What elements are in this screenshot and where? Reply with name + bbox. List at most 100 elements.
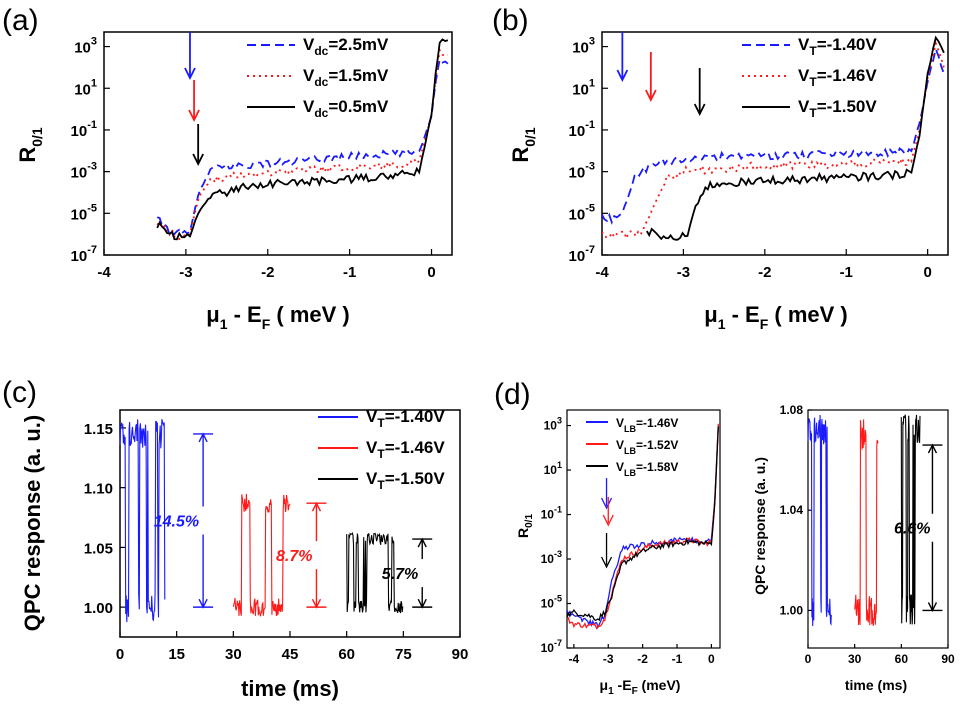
panel-d-ytick-base: 10	[541, 508, 555, 522]
panel-d-ylabel-main: R	[515, 528, 531, 538]
panel-b-xlabel-unit: ( meV )	[768, 302, 847, 327]
panel-d-ytick-label: 10-5	[541, 594, 562, 611]
panel-d-xtick-label: -4	[569, 652, 580, 666]
panel-d-ytick-exp: -5	[554, 594, 562, 604]
panel-a-ytick-base: 10	[71, 165, 88, 182]
panel-b-ytick-exp: -1	[585, 119, 595, 131]
panel-b-xtick-label: 0	[923, 264, 931, 281]
panel-b-series-line-1	[602, 46, 945, 225]
panel-d-ytick-label: 10-3	[541, 549, 562, 566]
panel-d-ylabel-sub: 0/1	[524, 514, 535, 528]
panel-d-ytick-label: 10-1	[541, 505, 562, 522]
panel-e-trace-1	[807, 414, 832, 627]
panel-c-legend-value: =-1.50V	[385, 469, 446, 488]
panel-c-legend-var: V	[366, 469, 378, 488]
panel-d-arrow-head	[600, 497, 613, 510]
panel-a-xlabel-unit: ( meV )	[270, 302, 349, 327]
panel-a-arrow-head	[184, 67, 196, 81]
panel-d-series-line-2	[567, 423, 719, 630]
panel-d-ytick-label: 10-7	[541, 638, 562, 655]
panel-b-legend-value: =-1.50V	[817, 97, 878, 116]
panel-a-legend-sub: dc	[314, 75, 328, 89]
panel-b-legend-value: =-1.46V	[817, 66, 878, 85]
panel-a-ytick-label: 10-5	[71, 202, 97, 223]
panel-c-legend-sub: T	[377, 447, 385, 461]
panel-a-arrow-head	[188, 109, 200, 123]
panel-b-xlabel-sub1: 1	[718, 316, 726, 332]
panel-a-ytick-label: 103	[74, 36, 97, 57]
panel-a-ytick-base: 10	[71, 123, 88, 140]
panel-a-ytick-exp: 3	[91, 36, 97, 48]
panel-a-legend-var: V	[303, 97, 315, 116]
panel-a-series-line-2	[156, 47, 449, 241]
panel-d-ytick-base: 10	[541, 641, 555, 655]
panel-c-ann-down-head	[417, 598, 427, 609]
panel-b-legend-sub: T	[809, 75, 817, 89]
panel-d-legend-var: V	[616, 416, 624, 430]
panel-e-xtick-label: 0	[805, 652, 812, 666]
panel-b-xtick-label: -1	[840, 264, 853, 281]
panel-b-frame	[601, 31, 949, 256]
panel-d-ytick-exp: -7	[554, 638, 562, 648]
panel-b-ylabel-sub: 0/1	[522, 127, 538, 147]
panel-e-xtick-label: 30	[848, 652, 862, 666]
panel-d-legend-var: V	[616, 438, 624, 452]
panel-a-ytick-exp: -3	[87, 161, 97, 173]
panel-e-trace-2	[854, 419, 879, 626]
panel-d-ytick-label: 101	[544, 460, 562, 477]
panel-a-legend-value: =0.5mV	[328, 97, 389, 116]
panel-d-xlabel-mu: μ	[600, 677, 609, 693]
panel-c-legend-sub: T	[377, 416, 385, 430]
panel-a-ylabel-sub: 0/1	[29, 127, 45, 147]
panel-d-legend-label: VLB=-1.46V	[616, 416, 678, 434]
panel-d-ytick-base: 10	[544, 463, 558, 477]
panel-b-xlabel: μ1 - EF ( meV )	[704, 302, 848, 332]
panel-a-series-group	[156, 38, 449, 241]
panel-d-xlabel-ef: -E	[614, 677, 632, 693]
panel-b-ytick-base: 10	[569, 165, 586, 182]
panel-e-ann-up-head	[927, 443, 938, 454]
panel-c-trace-1	[119, 419, 166, 623]
panel-e-ylabel: QPC response (a. u.)	[752, 457, 768, 595]
panel-b-legend-var: V	[798, 97, 810, 116]
panel-a-xlabel-sub2: F	[262, 316, 271, 332]
panel-b-legend-var: V	[798, 66, 810, 85]
panel-b-ytick-label: 101	[572, 77, 595, 98]
panel-b-ytick-exp: 3	[589, 36, 595, 48]
panel-b-series-line-3	[646, 35, 945, 241]
panel-a-xlabel-ef: - E	[228, 302, 262, 327]
panel-c-legend-label: VT=-1.50V	[366, 469, 445, 492]
panel-c-ann-label: 14.5%	[154, 514, 199, 531]
panel-b-ytick-label: 10-7	[569, 244, 595, 265]
panel-b-ytick-base: 10	[569, 248, 586, 265]
panel-a-ytick-base: 10	[71, 248, 88, 265]
panel-c-ann-up-head	[198, 432, 208, 443]
panel-c-chart: 0 15 30 45 60 75 90 1.00 1.05 1.10 1.15 14.5% 8.7% 5.…	[20, 407, 468, 701]
panel-a-ytick-base: 10	[74, 40, 91, 57]
panel-a-xtick-label: -2	[261, 264, 274, 281]
panel-c-ann-down-head	[198, 598, 208, 609]
panel-e-ann-down-head	[927, 602, 938, 612]
panel-d-ytick-exp: -3	[554, 549, 562, 559]
panel-c-legend-value: =-1.40V	[385, 407, 446, 426]
panel-b-arrow-head	[645, 89, 657, 103]
panel-b-ytick-base: 10	[572, 81, 589, 98]
panel-a-xtick-label: 0	[427, 264, 435, 281]
panel-d-xlabel-unit: (meV)	[638, 677, 681, 693]
panel-b-ytick-exp: 1	[589, 77, 595, 89]
panel-c-xtick-label: 30	[225, 646, 242, 663]
panel-a-ylabel: R0/1	[15, 127, 45, 163]
panel-a-series-line-3	[156, 38, 449, 241]
panel-d-ytick-exp: 1	[557, 460, 562, 470]
panel-d-series-group	[567, 423, 719, 630]
panel-a-ytick-exp: -1	[87, 119, 97, 131]
panel-b-ytick-exp: -7	[585, 244, 595, 256]
panel-d-arrow-head	[602, 514, 614, 527]
panel-c-ylabel: QPC response (a. u.)	[20, 415, 45, 631]
panel-a-legend-var: V	[303, 35, 315, 54]
panel-d-legend-value: =-1.46V	[636, 416, 678, 430]
panel-e-xtick-label: 90	[941, 652, 955, 666]
panel-d-xtick-label: -1	[672, 652, 683, 666]
panel-c-legend-value: =-1.46V	[385, 438, 446, 457]
